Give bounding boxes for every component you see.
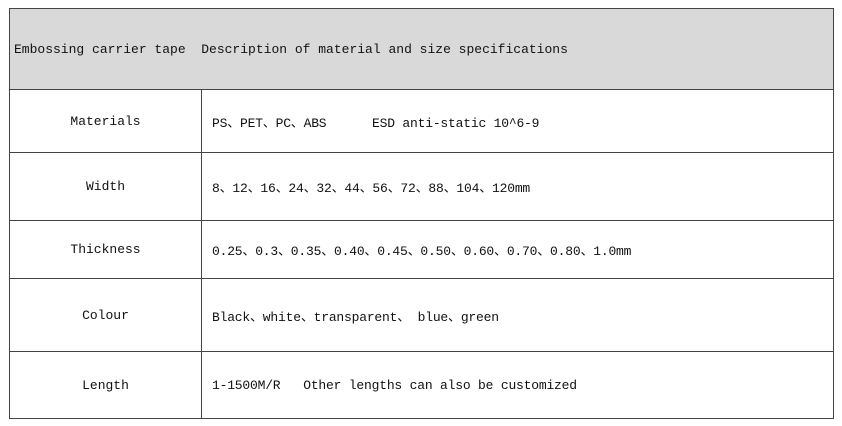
row-label-length: Length: [9, 351, 202, 419]
row-label-thickness: Thickness: [9, 220, 202, 279]
row-value-thickness: 0.25、0.3、0.35、0.40、0.45、0.50、0.60、0.70、0…: [200, 220, 835, 279]
row-value-width: 8、12、16、24、32、44、56、72、88、104、120mm: [200, 152, 835, 221]
row-value-materials: PS、PET、PC、ABS ESD anti-static 10^6-9: [200, 89, 835, 153]
row-value-colour: Black、white、transparent、 blue、green: [200, 278, 835, 352]
table-title: Embossing carrier tape Description of ma…: [8, 8, 835, 90]
row-value-length: 1-1500M/R Other lengths can also be cust…: [200, 351, 835, 419]
table-header-row: Embossing carrier tape Description of ma…: [8, 8, 835, 90]
table-row: Materials PS、PET、PC、ABS ESD anti-static …: [9, 89, 835, 153]
table-row: Length 1-1500M/R Other lengths can also …: [9, 351, 835, 419]
spec-table: Embossing carrier tape Description of ma…: [8, 8, 835, 419]
row-label-width: Width: [9, 152, 202, 221]
table-row: Colour Black、white、transparent、 blue、gre…: [9, 278, 835, 352]
table-row: Width 8、12、16、24、32、44、56、72、88、104、120m…: [9, 152, 835, 221]
row-label-materials: Materials: [9, 89, 202, 153]
row-label-colour: Colour: [9, 278, 202, 352]
table-row: Thickness 0.25、0.3、0.35、0.40、0.45、0.50、0…: [9, 220, 835, 279]
